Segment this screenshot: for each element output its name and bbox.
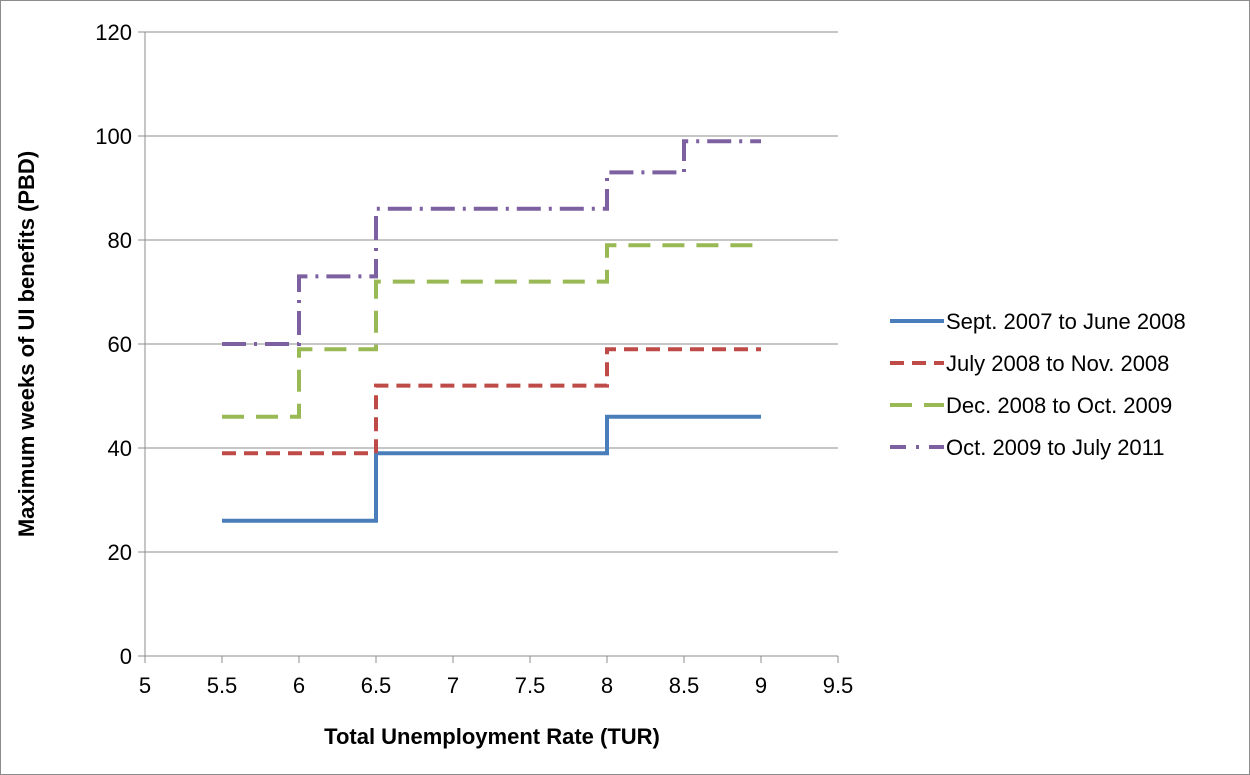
y-tick-label: 100 — [95, 124, 132, 149]
x-tick-label: 5.5 — [207, 673, 238, 698]
axes: 0 20 40 60 80 100 120 5 5.5 6 6.5 7 7.5 8 8.5 9 9.5 — [95, 20, 853, 698]
series-line-4 — [222, 139, 761, 346]
x-tick-label: 6 — [293, 673, 305, 698]
plot-series — [222, 139, 761, 523]
gridlines — [145, 31, 838, 553]
y-tick-label: 80 — [108, 228, 132, 253]
y-tick-label: 60 — [108, 332, 132, 357]
series-line-1 — [222, 414, 761, 523]
legend-label: Dec. 2008 to Oct. 2009 — [946, 393, 1172, 418]
y-tick-label: 20 — [108, 540, 132, 565]
legend-label: Oct. 2009 to July 2011 — [946, 435, 1165, 460]
y-tick-label: 40 — [108, 436, 132, 461]
legend: Sept. 2007 to June 2008 July 2008 to Nov.… — [890, 309, 1186, 460]
x-tick-label: 7.5 — [515, 673, 546, 698]
x-tick-label: 7 — [447, 673, 459, 698]
legend-label: July 2008 to Nov. 2008 — [946, 351, 1169, 376]
y-tick-label: 0 — [120, 644, 132, 669]
x-tick-label: 5 — [139, 673, 151, 698]
series-line-2 — [222, 347, 761, 456]
x-tick-label: 9 — [755, 673, 767, 698]
x-tick-label: 8 — [601, 673, 613, 698]
legend-label: Sept. 2007 to June 2008 — [946, 309, 1186, 334]
y-tick-label: 120 — [95, 20, 132, 45]
series-line-3 — [222, 243, 761, 419]
x-tick-label: 6.5 — [361, 673, 392, 698]
x-axis-title: Total Unemployment Rate (TUR) — [324, 724, 660, 749]
y-axis-title: Maximum weeks of UI benefits (PBD) — [14, 151, 39, 537]
x-tick-label: 8.5 — [669, 673, 700, 698]
x-tick-label: 9.5 — [823, 673, 854, 698]
